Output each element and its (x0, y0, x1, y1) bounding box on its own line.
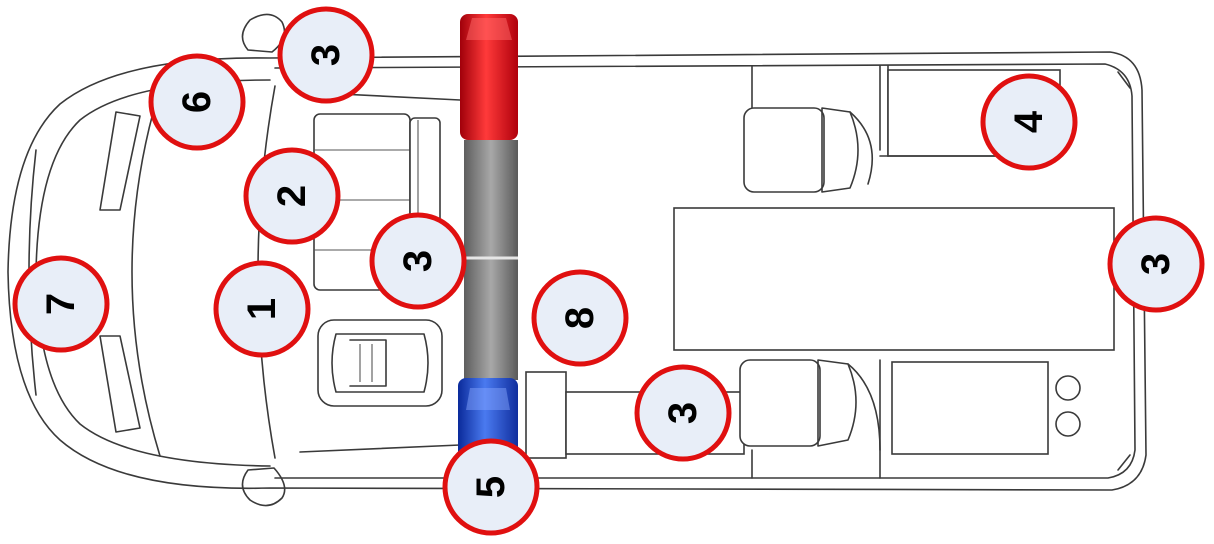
svg-text:6: 6 (175, 91, 219, 113)
svg-text:7: 7 (39, 293, 83, 315)
svg-text:5: 5 (469, 476, 513, 498)
marker-3-cabin: 3 (369, 212, 467, 310)
marker-8: 8 (531, 269, 629, 367)
roof-light-bar (458, 14, 518, 510)
marker-4: 4 (980, 73, 1078, 171)
driver-seat (317, 319, 443, 407)
light-bar-body (464, 140, 518, 380)
marker-1: 1 (213, 260, 311, 358)
light-bar-red (460, 14, 518, 140)
vehicle-outline (7, 13, 1147, 507)
marker-3-top: 3 (277, 6, 375, 104)
svg-text:8: 8 (558, 307, 602, 329)
marker-6: 6 (148, 53, 246, 151)
svg-text:3: 3 (304, 44, 348, 66)
svg-text:4: 4 (1007, 110, 1051, 133)
marker-3-bottom: 3 (634, 364, 732, 462)
marker-7: 7 (12, 255, 110, 353)
svg-text:2: 2 (270, 185, 314, 207)
svg-text:3: 3 (396, 250, 440, 272)
light-bar-grille (464, 150, 518, 372)
svg-text:3: 3 (661, 402, 705, 424)
marker-5: 5 (442, 438, 540, 536)
svg-text:3: 3 (1134, 253, 1178, 275)
svg-text:1: 1 (240, 298, 284, 320)
marker-3-rear: 3 (1107, 215, 1205, 313)
marker-2: 2 (243, 147, 341, 245)
